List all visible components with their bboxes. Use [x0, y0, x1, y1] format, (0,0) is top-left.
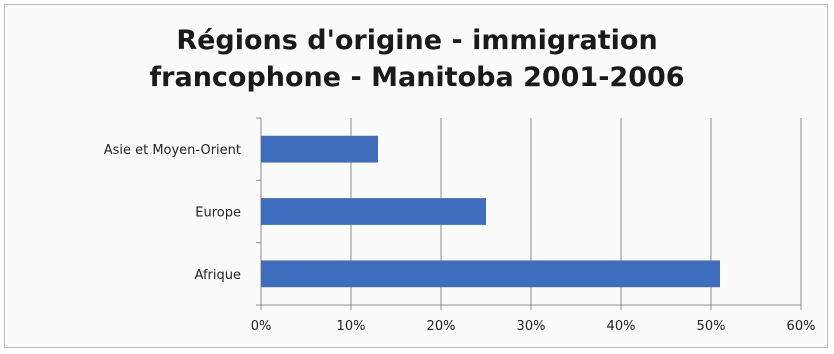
chart-title-line-1: Régions d'origine - immigration: [176, 25, 658, 56]
x-tick-label: 30%: [517, 319, 546, 334]
bar-asie-et-moyen-orient: [261, 135, 378, 163]
bar-afrique: [261, 260, 720, 288]
category-label: Asie et Moyen-Orient: [104, 143, 241, 158]
chart-title-line-2: francophone - Manitoba 2001-2006: [149, 62, 685, 93]
category-label: Europe: [195, 206, 241, 221]
x-tick-label: 60%: [787, 319, 816, 334]
x-tick-label: 50%: [697, 319, 726, 334]
x-tick-label: 0%: [251, 319, 272, 334]
x-tick-label: 40%: [607, 319, 636, 334]
bar-europe: [261, 198, 486, 225]
x-tick-label: 10%: [337, 319, 366, 334]
category-label: Afrique: [195, 268, 241, 283]
x-tick-label: 20%: [427, 319, 456, 334]
chart-frame: [4, 4, 828, 348]
chart-title: Régions d'origine - immigration francoph…: [0, 22, 834, 96]
